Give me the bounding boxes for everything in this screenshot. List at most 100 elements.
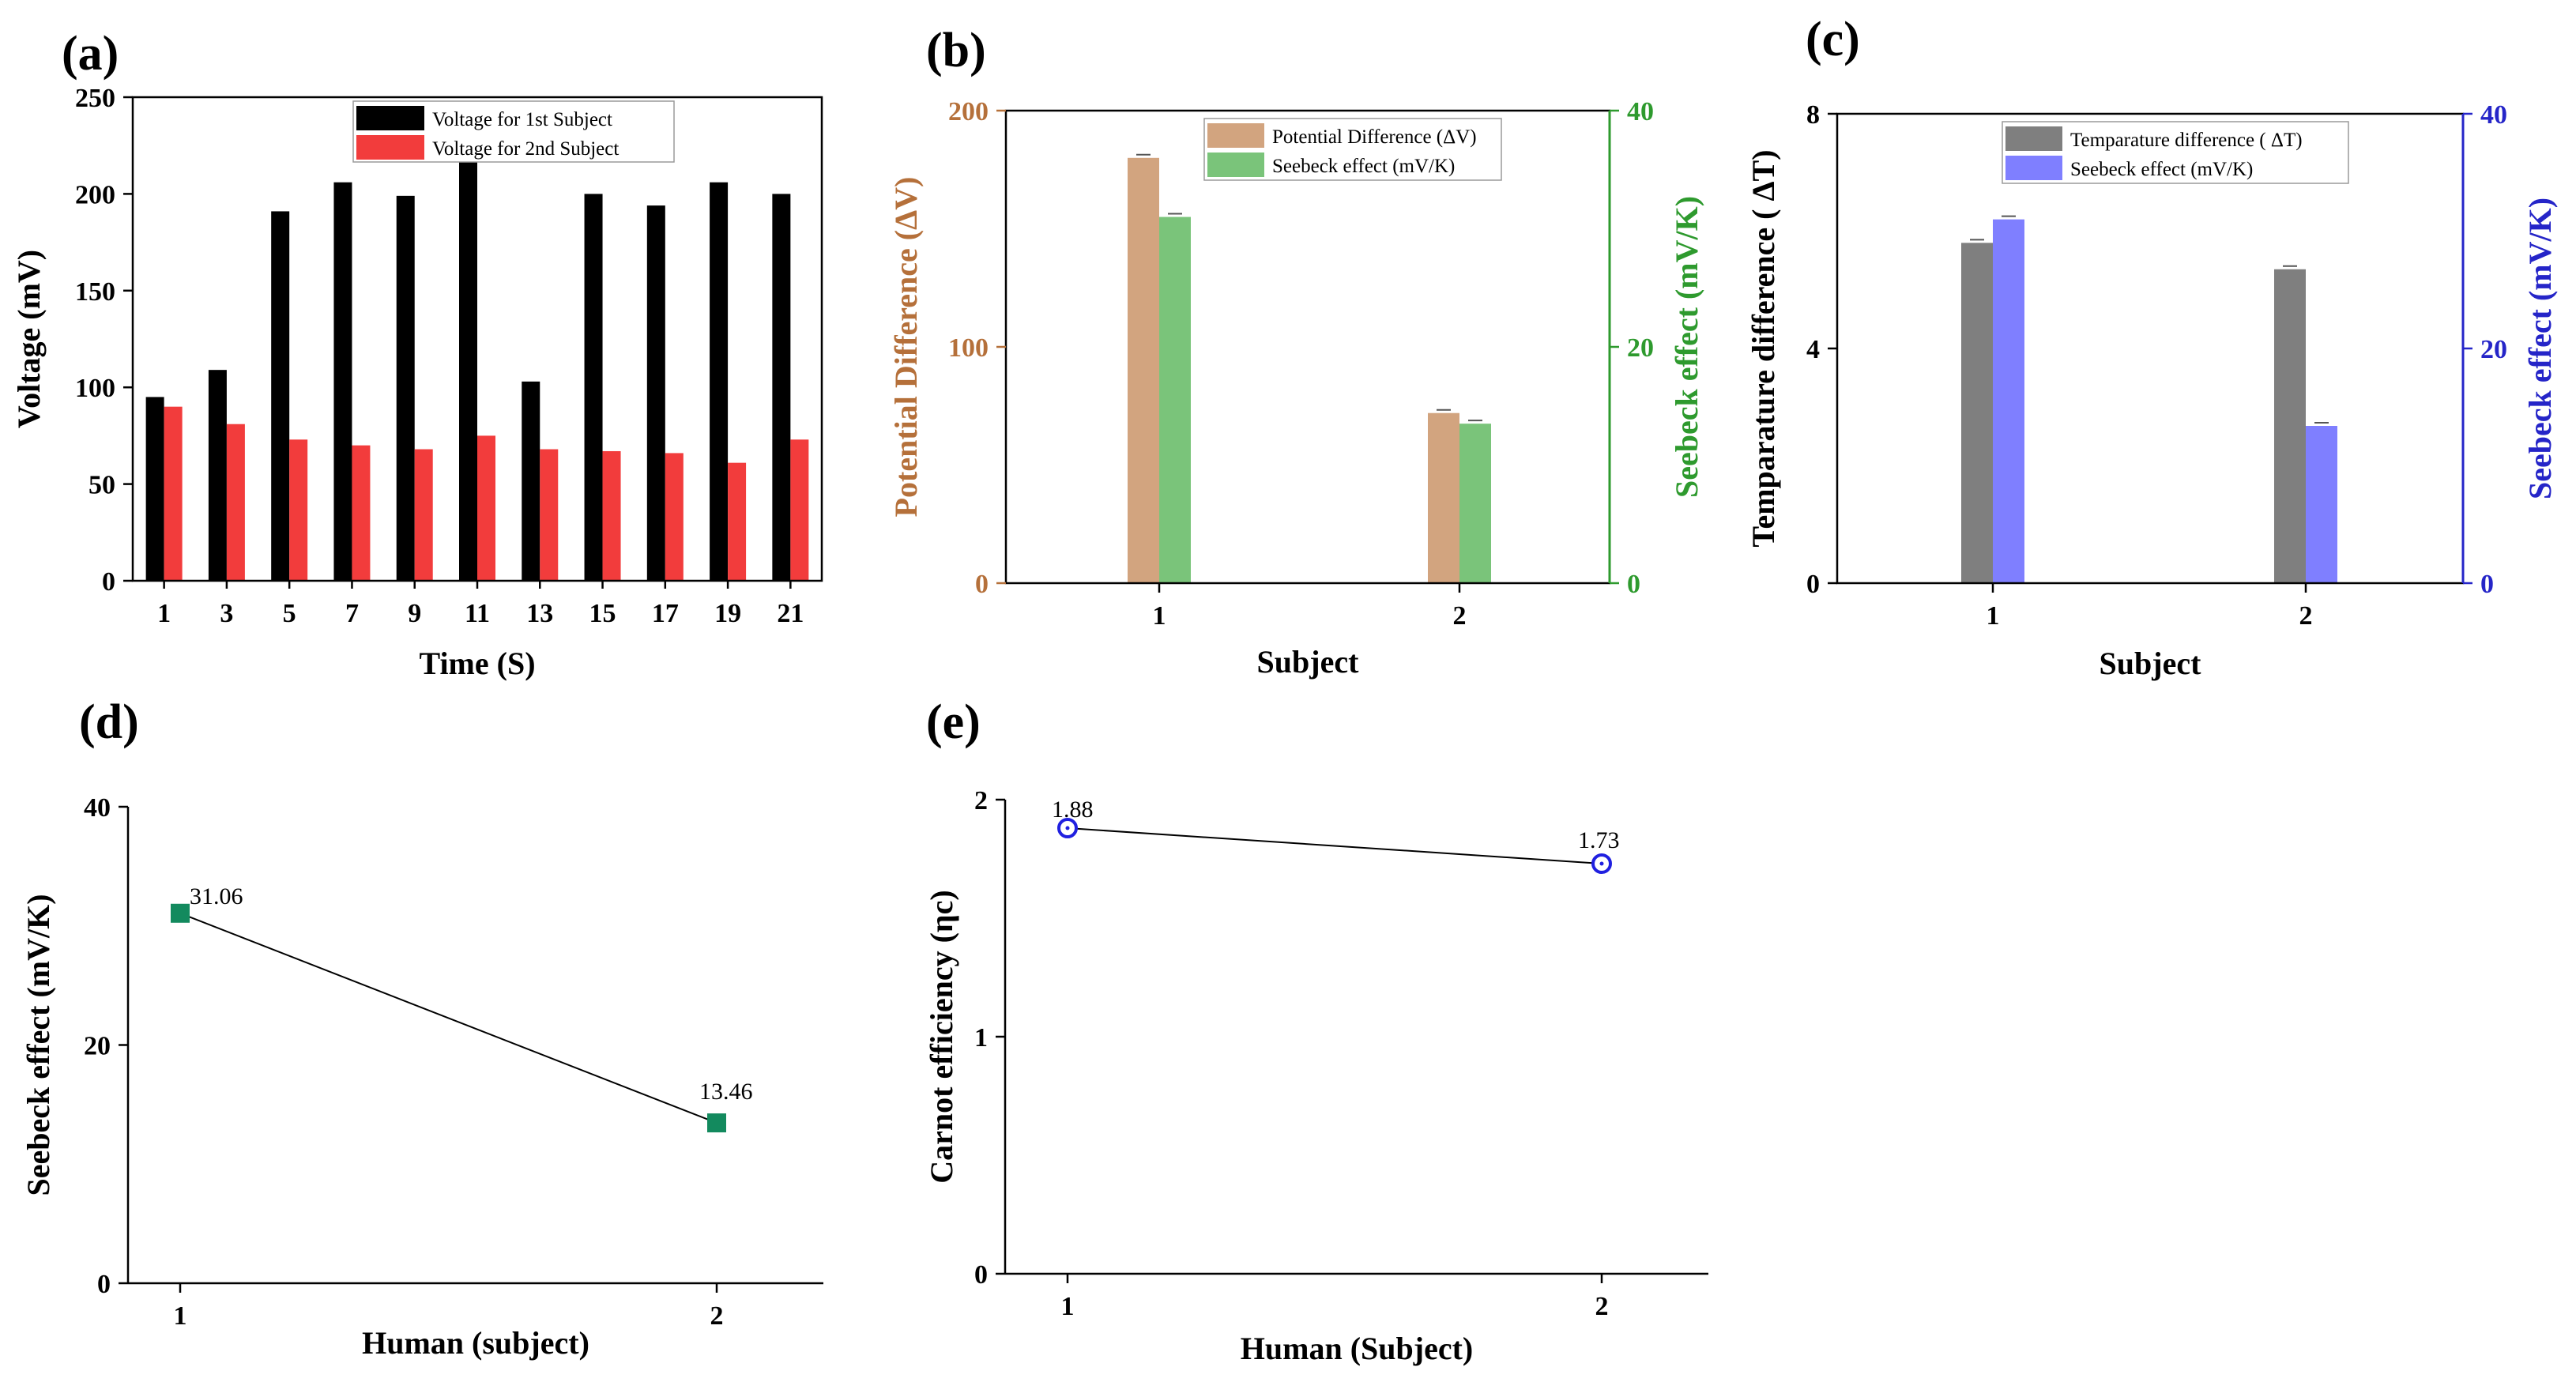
bar-s1-5 [271, 211, 290, 581]
bar-s1-17 [646, 205, 665, 581]
x-tick-label: 17 [652, 599, 679, 628]
y-tick-label: 100 [75, 374, 115, 403]
legend-label: Potential Difference (ΔV) [1272, 126, 1477, 148]
x-tick-label: 9 [408, 599, 421, 628]
panel-label-d: (d) [79, 695, 139, 749]
bar-s2-1 [164, 406, 183, 581]
plot-frame [131, 96, 823, 582]
data-label: 13.46 [699, 1079, 753, 1105]
y-axis-title: Potential Difference (ΔV) [888, 177, 924, 518]
y-tick-label: 0 [975, 570, 989, 599]
bar-left-2 [2274, 269, 2306, 583]
panel-label-e: (e) [926, 695, 981, 749]
y-axis-title: Voltage (mV) [11, 250, 47, 428]
x-axis-title: Subject [1257, 644, 1360, 680]
bar-s1-9 [396, 195, 415, 581]
y-tick-label: 0 [974, 1260, 988, 1290]
x-tick-label: 15 [589, 599, 616, 628]
panel-label-a: (a) [62, 27, 119, 81]
plot-frame [1004, 109, 1611, 585]
bar-left-1 [1961, 243, 1993, 583]
bar-s1-7 [333, 182, 352, 581]
y-tick-label: 200 [948, 97, 989, 126]
y-tick-label: 0 [97, 1270, 111, 1299]
bar-s2-17 [665, 453, 684, 581]
bar-s1-21 [772, 194, 791, 581]
bar-left-2 [1428, 412, 1459, 583]
bar-s2-3 [226, 424, 245, 581]
x-tick-label: 1 [174, 1301, 187, 1331]
bar-right-2 [2306, 426, 2337, 583]
y-right-tick-label: 40 [2480, 100, 2507, 130]
x-axis-title: Human (subject) [362, 1325, 589, 1361]
x-axis-title: Subject [2100, 646, 2202, 681]
y-tick-label: 2 [974, 786, 988, 815]
y-tick-label: 200 [75, 180, 115, 209]
y-tick-label: 50 [89, 471, 115, 500]
y-right-axis-title: Seebeck effect (mV/K) [1669, 196, 1704, 498]
bar-s2-7 [352, 445, 371, 581]
y-tick-label: 100 [948, 333, 989, 363]
x-tick-label: 5 [283, 599, 296, 628]
y-tick-label: 150 [75, 277, 115, 307]
bar-s2-5 [289, 439, 308, 581]
legend-swatch [2005, 156, 2062, 180]
x-tick-label: 13 [526, 599, 553, 628]
legend-label: Temparature difference ( ΔT) [2070, 130, 2303, 151]
y-tick-label: 40 [84, 793, 111, 823]
bar-s2-9 [414, 449, 433, 581]
y-tick-label: 4 [1806, 335, 1820, 364]
x-tick-label: 1 [1987, 601, 2000, 631]
plot-frame [1836, 112, 2465, 585]
y-axis-title: Seebeck effect (mV/K) [21, 894, 56, 1196]
legend-label: Seebeck effect (mV/K) [1272, 156, 1455, 177]
y-tick-label: 20 [84, 1032, 111, 1061]
bar-s2-13 [540, 449, 559, 581]
chart-panel-e: 0 1 2 1.88 1 1.73 2 Human (Subject) Carnot effic… [924, 786, 1708, 1366]
x-tick-label: 3 [220, 599, 233, 628]
series-line [179, 912, 717, 1124]
bar-s1-11 [459, 151, 477, 581]
x-tick-label: 11 [465, 599, 490, 628]
data-point-2 [707, 1113, 726, 1133]
x-tick-label: 1 [1153, 601, 1166, 631]
legend-label: Seebeck effect (mV/K) [2070, 159, 2253, 180]
legend-swatch [1207, 123, 1264, 148]
legend-label: Voltage for 1st Subject [432, 109, 612, 130]
chart-panel-d: 0 20 40 31.06 1 13.46 2 Human (subject) Seebeck … [21, 793, 823, 1361]
bar-s1-19 [710, 182, 729, 581]
bar-s1-3 [208, 370, 227, 581]
y-axis-title: Carnot efficiency (ηc) [924, 890, 959, 1183]
y-tick-label: 8 [1806, 100, 1820, 130]
y-tick-label: 0 [102, 567, 115, 597]
legend-swatch [356, 135, 424, 160]
legend-label: Voltage for 2nd Subject [432, 138, 619, 160]
bar-left-1 [1128, 157, 1159, 584]
bar-s2-15 [602, 450, 621, 581]
bar-s2-21 [790, 439, 809, 581]
x-tick-label: 1 [157, 599, 171, 628]
bar-right-2 [1459, 424, 1491, 583]
y-right-tick-label: 20 [1627, 333, 1654, 363]
x-axis-title: Time (S) [419, 646, 535, 681]
data-label: 1.88 [1052, 796, 1094, 823]
legend-swatch [1207, 153, 1264, 177]
x-tick-label: 2 [1595, 1292, 1609, 1321]
data-label: 31.06 [190, 883, 243, 909]
bar-s1-13 [522, 381, 540, 581]
data-point-center [1065, 826, 1070, 830]
y-right-tick-label: 0 [2480, 570, 2494, 599]
x-tick-label: 19 [714, 599, 741, 628]
legend-swatch [2005, 126, 2062, 151]
data-point-center [1599, 861, 1604, 866]
x-tick-label: 2 [2299, 601, 2313, 631]
data-point-1 [171, 903, 190, 923]
x-tick-label: 2 [710, 1301, 724, 1331]
series-line [1067, 827, 1602, 864]
y-axis-title: Temparature difference ( ΔT) [1746, 149, 1781, 547]
y-tick-label: 250 [75, 84, 115, 113]
